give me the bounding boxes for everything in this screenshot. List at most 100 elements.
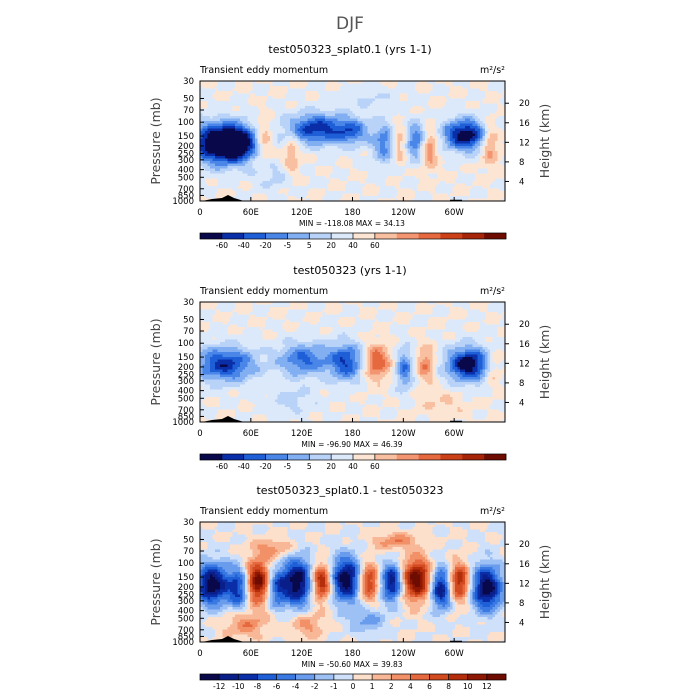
heatmap-cell [377, 143, 381, 147]
heatmap-cell [255, 163, 258, 167]
heatmap-cell [222, 146, 226, 149]
heatmap-cell [342, 168, 346, 172]
heatmap-cell [257, 108, 261, 112]
heatmap-cell [210, 158, 213, 162]
heatmap-cell [207, 163, 211, 167]
heatmap-cell [485, 131, 488, 134]
heatmap-cell [317, 103, 321, 107]
heatmap-cell [400, 158, 403, 162]
heatmap-cell [490, 128, 493, 132]
heatmap-cell [270, 103, 273, 107]
heatmap-cell [242, 143, 246, 147]
heatmap-cell [250, 143, 253, 147]
heatmap-cell [492, 171, 496, 174]
heatmap-cell [270, 131, 273, 134]
heatmap-cell [215, 163, 218, 167]
heatmap-cell [410, 181, 413, 184]
heatmap-cell [275, 113, 278, 117]
heatmap-cell [500, 118, 503, 122]
heatmap-cell [382, 173, 386, 177]
heatmap-cell [292, 121, 296, 124]
heatmap-cell [240, 168, 243, 172]
heatmap-cell [307, 126, 311, 129]
heatmap-cell [340, 158, 343, 162]
heatmap-cell [475, 123, 478, 127]
heatmap-cell [245, 158, 248, 162]
heatmap-cell [415, 168, 418, 172]
heatmap-cell [252, 126, 256, 129]
heatmap-cell [217, 143, 221, 147]
heatmap-cell [367, 153, 371, 157]
heatmap-cell [472, 151, 476, 154]
heatmap-cell [205, 141, 208, 144]
heatmap-cell [202, 143, 206, 147]
heatmap-cell [415, 128, 418, 132]
heatmap-cell [457, 151, 461, 154]
heatmap-cell [397, 156, 401, 159]
heatmap-cell [317, 138, 321, 142]
heatmap-cell [207, 148, 211, 152]
heatmap-cell [267, 171, 271, 174]
heatmap-cell [387, 176, 391, 179]
heatmap-cell [325, 166, 328, 169]
heatmap-cell [300, 111, 303, 114]
heatmap-cell [347, 113, 351, 117]
heatmap-cell [470, 106, 473, 109]
heatmap-cell [485, 168, 488, 172]
heatmap-cell [220, 158, 223, 162]
heatmap-cell [265, 98, 268, 102]
heatmap-cell [262, 111, 266, 114]
heatmap-cell [377, 176, 381, 179]
heatmap-cell [215, 103, 218, 107]
heatmap-cell [287, 113, 291, 117]
heatmap-cell [240, 161, 243, 164]
heatmap-cell [210, 136, 213, 139]
heatmap-cell [375, 176, 378, 179]
heatmap-cell [445, 83, 448, 87]
heatmap-cell [280, 126, 283, 129]
heatmap-cell [272, 148, 276, 152]
heatmap-cell [415, 173, 418, 177]
heatmap-cell [427, 171, 431, 174]
heatmap-cell [342, 181, 346, 184]
heatmap-cell [310, 113, 313, 117]
heatmap-cell [210, 101, 213, 104]
heatmap-cell [392, 93, 396, 97]
heatmap-cell [230, 98, 233, 102]
heatmap-cell [470, 138, 473, 142]
heatmap-cell [267, 173, 271, 177]
heatmap-cell [240, 121, 243, 124]
heatmap-cell [370, 163, 373, 167]
heatmap-cell [280, 151, 283, 154]
heatmap-cell [452, 138, 456, 142]
heatmap-cell [280, 146, 283, 149]
heatmap-cell [405, 181, 408, 184]
heatmap-cell [260, 106, 263, 109]
heatmap-cell [395, 106, 398, 109]
heatmap-cell [275, 128, 278, 132]
heatmap-cell [297, 148, 301, 152]
heatmap-cell [300, 151, 303, 154]
heatmap-cell [485, 166, 488, 169]
heatmap-cell [407, 118, 411, 122]
heatmap-cell [300, 153, 303, 157]
heatmap-cell [495, 158, 498, 162]
heatmap-cell [332, 163, 336, 167]
heatmap-cell [240, 96, 243, 99]
heatmap-cell [475, 91, 478, 94]
heatmap-cell [247, 168, 251, 172]
heatmap-cell [442, 118, 446, 122]
heatmap-cell [475, 121, 478, 124]
heatmap-cell [497, 106, 501, 109]
heatmap-cell [490, 176, 493, 179]
heatmap-cell [387, 81, 391, 84]
heatmap-cell [460, 161, 463, 164]
heatmap-cell [205, 116, 208, 119]
heatmap-cell [330, 108, 333, 112]
heatmap-cell [337, 143, 341, 147]
heatmap-cell [357, 106, 361, 109]
heatmap-cell [325, 101, 328, 104]
heatmap-cell [365, 96, 368, 99]
heatmap-cell [202, 111, 206, 114]
heatmap-cell [482, 141, 486, 144]
